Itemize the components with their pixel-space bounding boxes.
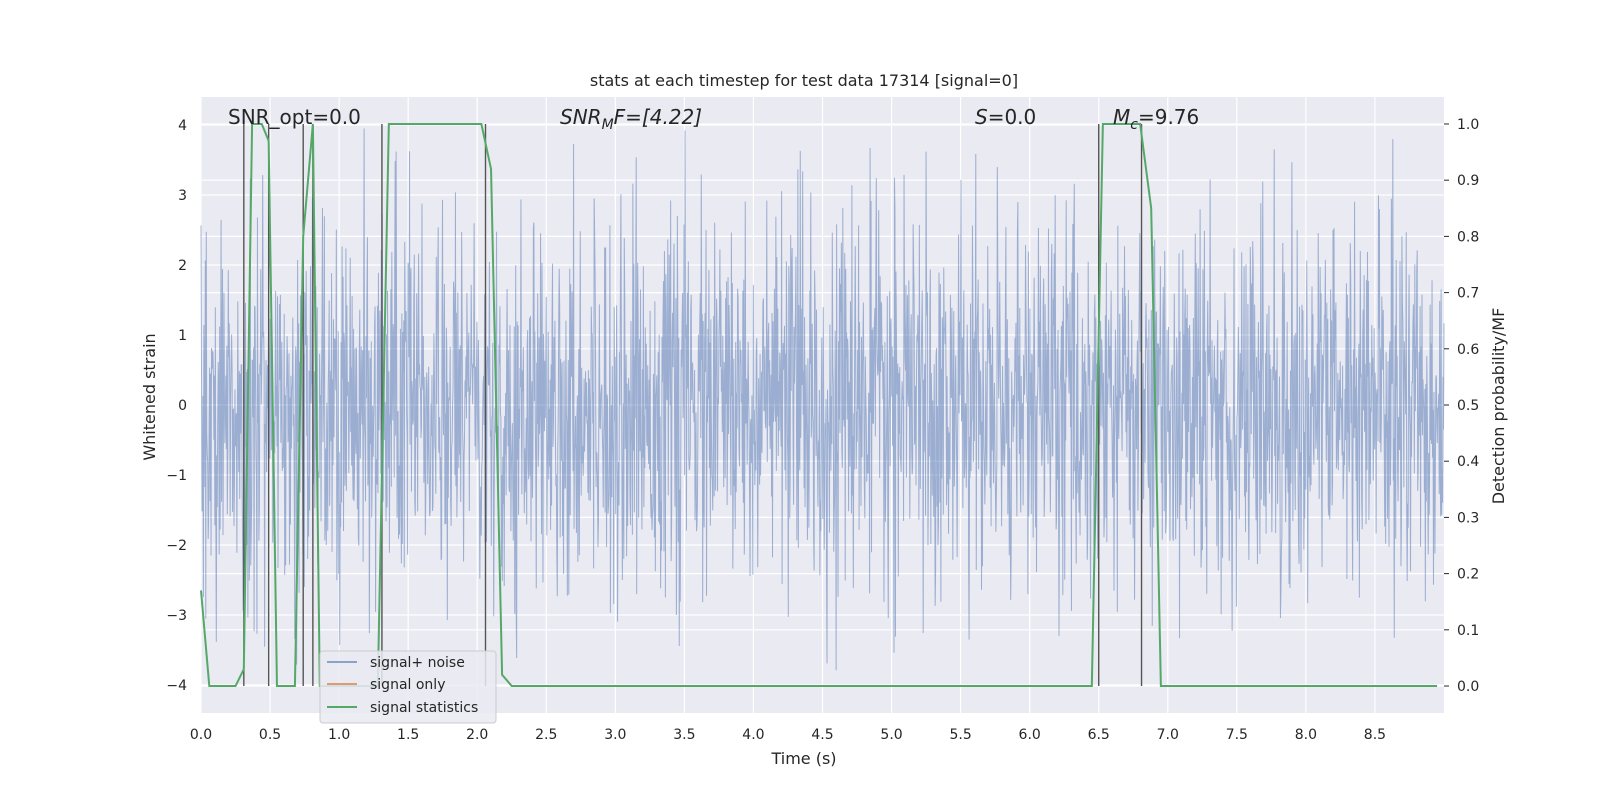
annotation-snr-mf-sub: M — [602, 117, 614, 133]
y2-tick-label: 0.1 — [1457, 623, 1479, 639]
y-tick-label: 3 — [178, 188, 187, 204]
y2-tick-label: 0.2 — [1457, 567, 1479, 583]
y2-tick-label: 0.0 — [1457, 679, 1479, 695]
x-tick-label: 4.5 — [811, 727, 833, 743]
x-tick-label: 6.5 — [1088, 727, 1110, 743]
y2-tick-label: 0.3 — [1457, 510, 1479, 526]
y2-axis-label: Detection probability/MF — [1489, 308, 1508, 505]
x-tick-label: 2.0 — [466, 727, 488, 743]
legend-label-signal: signal only — [370, 677, 445, 693]
annotation-mc-sub: c — [1130, 117, 1138, 133]
y2-tick-label: 0.4 — [1457, 454, 1479, 470]
x-tick-label: 2.5 — [535, 727, 557, 743]
legend-box — [319, 650, 497, 724]
y2-tick-label: 0.7 — [1457, 286, 1479, 302]
annotation-snr-mf-prefix: SNR — [560, 105, 602, 129]
x-tick-label: 3.0 — [604, 727, 626, 743]
annotation-s: S=0.0 — [975, 105, 1036, 129]
annotation-snr-opt: SNR_opt=0.0 — [228, 105, 361, 129]
signal-noise-series — [200, 128, 1445, 671]
y-tick-label: 0 — [178, 398, 187, 414]
annotation-snr-mf: SNRMF=[4.22] — [560, 105, 702, 133]
y-tick-label: 4 — [178, 118, 187, 134]
annotation-mc-suffix: =9.76 — [1138, 105, 1199, 129]
y-tick-labels: 4 3 2 1 0 −1 −2 −3 −4 — [166, 118, 187, 694]
x-tick-label: 8.0 — [1295, 727, 1317, 743]
annotation-s-suffix: =0.0 — [988, 105, 1037, 129]
x-tick-labels: 0.0 0.5 1.0 1.5 2.0 2.5 3.0 3.5 4.0 4.5 5.0 5.5 6.0 6… — [190, 727, 1386, 743]
signal-noise-line — [200, 128, 1445, 671]
y-tick-label: −4 — [166, 678, 187, 694]
x-tick-label: 3.5 — [673, 727, 695, 743]
y2-tick-label: 0.9 — [1457, 173, 1479, 189]
x-tick-label: 1.5 — [397, 727, 419, 743]
y2-tick-label: 0.8 — [1457, 229, 1479, 245]
x-tick-label: 1.0 — [328, 727, 350, 743]
legend-label-stats: signal statistics — [370, 700, 478, 716]
chart-title: stats at each timestep for test data 173… — [590, 71, 1018, 90]
y-tick-label: 1 — [178, 328, 187, 344]
y-tick-label: 2 — [178, 258, 187, 274]
legend-label-noise: signal+ noise — [370, 655, 465, 671]
y2-tick-label: 0.5 — [1457, 398, 1479, 414]
x-tick-label: 7.5 — [1226, 727, 1248, 743]
annotation-mc-prefix: M — [1113, 105, 1130, 129]
y-tick-label: −2 — [166, 538, 187, 554]
x-tick-label: 7.0 — [1157, 727, 1179, 743]
x-axis-label: Time (s) — [770, 749, 836, 768]
x-tick-label: 6.0 — [1019, 727, 1041, 743]
x-tick-label: 0.0 — [190, 727, 212, 743]
y2-tick-labels: 1.0 0.9 0.8 0.7 0.6 0.5 0.4 0.3 0.2 0.1 0.0 — [1444, 117, 1479, 695]
annotation-snr-mf-suffix: F=[4.22] — [614, 105, 702, 129]
x-tick-label: 0.5 — [259, 727, 281, 743]
y-tick-label: −3 — [166, 608, 187, 624]
y2-tick-label: 0.6 — [1457, 342, 1479, 358]
x-tick-label: 5.0 — [880, 727, 902, 743]
x-tick-label: 5.5 — [949, 727, 971, 743]
y-tick-label: −1 — [166, 468, 187, 484]
annotation-s-prefix: S — [975, 105, 988, 129]
annotation-mc: Mc=9.76 — [1113, 105, 1199, 133]
y-axis-label: Whitened strain — [140, 333, 159, 460]
y2-tick-label: 1.0 — [1457, 117, 1479, 133]
legend: signal+ noise signal only signal statist… — [319, 650, 497, 724]
x-tick-label: 4.0 — [742, 727, 764, 743]
x-tick-label: 8.5 — [1364, 727, 1386, 743]
vertical-markers — [243, 123, 1143, 687]
